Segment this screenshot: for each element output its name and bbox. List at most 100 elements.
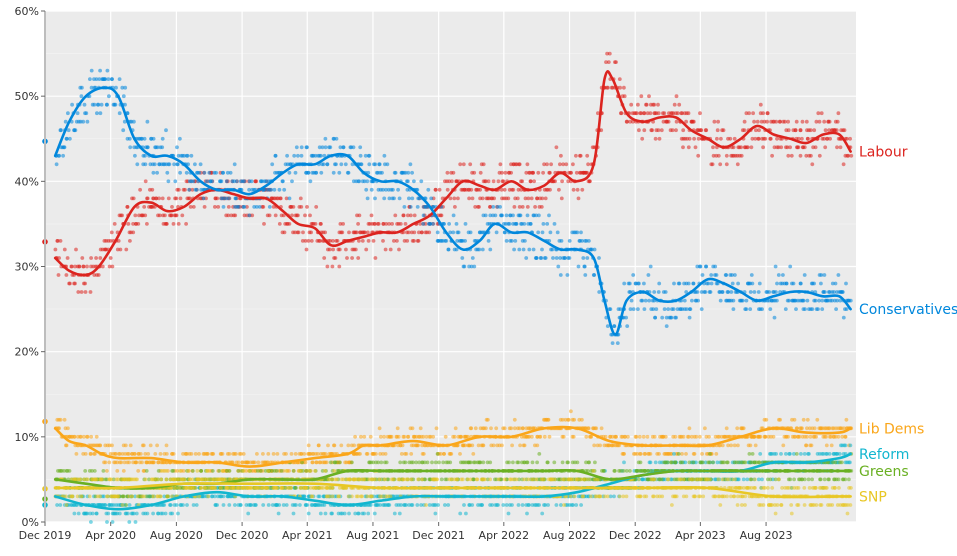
poll-dot	[637, 434, 642, 439]
poll-dot	[848, 443, 853, 448]
poll-dot	[322, 153, 327, 158]
poll-dot	[64, 273, 69, 277]
poll-dot	[309, 230, 313, 235]
poll-dot	[695, 264, 700, 269]
poll-dot	[422, 460, 427, 465]
poll-dot	[160, 196, 165, 201]
poll-dot	[365, 230, 370, 235]
poll-dot	[833, 434, 838, 439]
poll-dot	[88, 77, 92, 81]
poll-dot	[525, 205, 530, 209]
poll-dot	[621, 469, 626, 473]
poll-dot	[704, 434, 709, 439]
poll-dot	[522, 222, 527, 226]
poll-dot	[580, 417, 584, 422]
poll-dot	[755, 119, 760, 124]
poll-dot	[377, 162, 382, 167]
poll-dot	[359, 434, 363, 439]
poll-dot	[805, 417, 810, 422]
poll-dot	[421, 452, 426, 456]
poll-dot	[131, 230, 136, 235]
poll-dot	[441, 460, 446, 465]
poll-dot	[691, 119, 696, 124]
poll-dot	[535, 443, 540, 448]
poll-dot	[393, 213, 398, 218]
poll-dot	[763, 136, 768, 141]
poll-dot	[197, 170, 202, 175]
poll-dot	[622, 281, 627, 286]
poll-dot	[403, 222, 408, 226]
poll-dot	[477, 247, 482, 252]
poll-dot	[70, 102, 74, 107]
poll-dot	[574, 503, 579, 507]
poll-dot	[671, 111, 676, 116]
poll-dot	[121, 128, 126, 133]
poll-dot	[402, 239, 407, 243]
poll-dot	[577, 417, 582, 422]
poll-dot	[833, 281, 838, 286]
poll-dot	[822, 136, 826, 141]
poll-dot	[373, 162, 378, 167]
poll-dot	[94, 77, 99, 81]
poll-dot	[759, 119, 764, 124]
poll-dot	[813, 298, 818, 303]
poll-dot	[381, 187, 385, 192]
poll-dot	[730, 281, 735, 286]
poll-dot	[787, 298, 791, 303]
poll-dot	[593, 460, 597, 465]
poll-dot	[313, 222, 318, 226]
poll-dot	[767, 290, 772, 294]
poll-dot	[323, 511, 328, 516]
poll-dot	[335, 239, 340, 243]
poll-dot	[190, 187, 195, 192]
poll-dot	[318, 511, 323, 516]
poll-dot	[68, 136, 72, 141]
poll-dot	[622, 460, 626, 465]
poll-dot	[242, 205, 247, 209]
poll-dot	[362, 434, 367, 439]
poll-dot	[106, 77, 111, 81]
poll-dot	[514, 222, 519, 226]
poll-dot	[276, 511, 281, 516]
poll-dot	[397, 196, 402, 201]
poll-dot	[252, 460, 257, 465]
poll-dot	[681, 434, 686, 439]
poll-dot	[421, 213, 426, 218]
poll-dot	[742, 128, 747, 133]
poll-dot	[270, 162, 275, 167]
poll-dot	[330, 264, 335, 269]
poll-dot	[391, 187, 395, 192]
poll-dot	[92, 102, 97, 107]
poll-dot	[82, 102, 87, 107]
poll-dot	[165, 170, 170, 175]
poll-dot	[80, 256, 85, 260]
poll-dot	[376, 460, 381, 465]
poll-dot	[326, 443, 330, 448]
poll-dot	[238, 503, 243, 507]
poll-dot	[151, 136, 156, 141]
poll-dot	[765, 111, 770, 116]
poll-dot	[636, 102, 640, 107]
poll-dot	[637, 128, 641, 133]
poll-dot	[83, 290, 88, 294]
poll-dot	[151, 460, 156, 465]
poll-dot	[703, 128, 708, 133]
poll-dot	[337, 460, 342, 465]
poll-dot	[478, 187, 482, 192]
poll-dot	[412, 230, 417, 235]
poll-dot	[156, 511, 161, 516]
poll-dot	[729, 443, 733, 448]
poll-dot	[171, 469, 176, 473]
poll-dot	[639, 94, 644, 99]
poll-dot	[233, 503, 237, 507]
poll-dot	[827, 128, 831, 133]
poll-dot	[72, 511, 77, 516]
poll-dot	[266, 503, 271, 507]
poll-dot	[185, 153, 190, 158]
poll-dot	[684, 290, 689, 294]
poll-dot	[512, 247, 516, 252]
poll-dot	[341, 222, 345, 226]
poll-dot	[673, 460, 677, 465]
poll-dot	[372, 511, 377, 516]
